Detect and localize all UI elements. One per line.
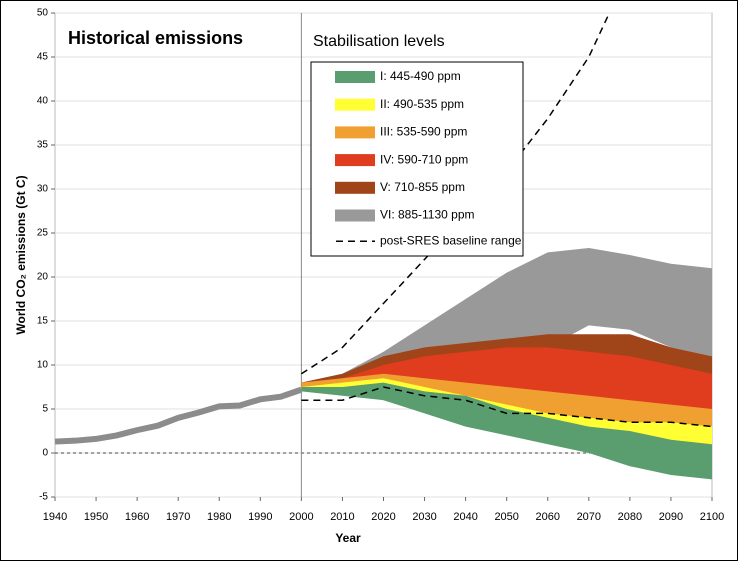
x-tick-label: 1990	[248, 511, 272, 523]
y-tick-label: 5	[42, 404, 48, 415]
legend-swatch	[335, 209, 375, 222]
y-tick-label: 10	[37, 360, 49, 371]
x-tick-label: 2050	[494, 511, 518, 523]
annotation: Historical emissions	[68, 28, 243, 48]
y-tick-label: 0	[42, 448, 48, 459]
legend-label: post-SRES baseline range	[380, 233, 522, 247]
historical-line	[54, 386, 303, 445]
legend-label: III: 535-590 ppm	[380, 125, 467, 139]
x-tick-label: 2020	[371, 511, 395, 523]
x-tick-label: 2000	[289, 511, 313, 523]
legend-label: II: 490-535 ppm	[380, 97, 464, 111]
x-tick-label: 2060	[536, 511, 560, 523]
legend-swatch	[335, 98, 375, 111]
x-tick-label: 2080	[618, 511, 642, 523]
y-tick-label: 50	[37, 8, 49, 19]
y-tick-label: 40	[37, 96, 49, 107]
x-tick-label: 1940	[43, 511, 67, 523]
legend-swatch	[335, 154, 375, 167]
x-tick-label: 1960	[125, 511, 149, 523]
x-tick-label: 2010	[330, 511, 354, 523]
annotation: Stabilisation levels	[313, 33, 445, 50]
legend-label: I: 445-490 ppm	[380, 69, 461, 83]
legend-label: IV: 590-710 ppm	[380, 152, 468, 166]
legend-label: VI: 885-1130 ppm	[380, 208, 475, 222]
y-tick-label: 35	[37, 140, 49, 151]
x-tick-label: 2070	[577, 511, 601, 523]
y-axis-label: World CO₂ emissions (Gt C)	[14, 175, 28, 334]
x-tick-label: 1980	[207, 511, 231, 523]
y-tick-label: 25	[37, 228, 49, 239]
baseline-line	[301, 386, 712, 428]
legend-swatch	[335, 126, 375, 139]
x-tick-label: 1950	[84, 511, 108, 523]
legend-swatch	[335, 71, 375, 83]
y-tick-label: 30	[37, 184, 49, 195]
y-tick-label: 15	[37, 316, 49, 327]
x-axis-label: Year	[335, 531, 361, 545]
y-tick-label: -5	[39, 492, 48, 503]
y-tick-label: 45	[37, 52, 49, 63]
x-tick-label: 2040	[453, 511, 477, 523]
x-tick-label: 2030	[412, 511, 436, 523]
range-band	[301, 382, 712, 480]
legend-label: V: 710-855 ppm	[380, 180, 465, 194]
y-tick-label: 20	[37, 272, 49, 283]
x-tick-label: 2100	[700, 511, 724, 523]
x-tick-label: 2090	[659, 511, 683, 523]
x-tick-label: 1970	[166, 511, 190, 523]
range-band	[301, 247, 712, 383]
legend-swatch	[335, 181, 375, 194]
